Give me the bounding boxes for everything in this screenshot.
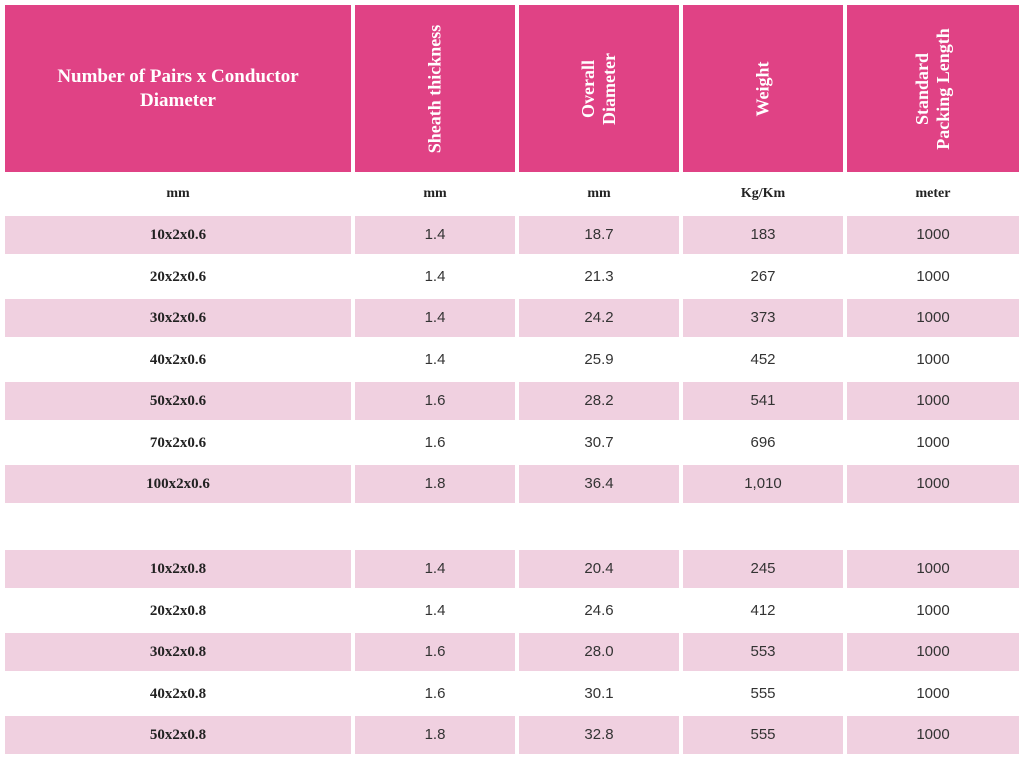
cell-pairs-diameter: 20x2x0.8 bbox=[149, 602, 207, 619]
cell-packing-length: 1000 bbox=[916, 601, 950, 619]
cell-sheath-thickness: 1.4 bbox=[355, 299, 515, 337]
cell-packing-length: 1000 bbox=[847, 465, 1019, 503]
header-standard-packing-length: Standard Packing Length bbox=[847, 5, 1019, 172]
cell-overall-diameter: 24.6 bbox=[584, 601, 614, 619]
cell-weight: 245 bbox=[683, 550, 843, 588]
cell-weight: 555 bbox=[750, 684, 776, 702]
cell-sheath-thickness: 1.4 bbox=[424, 601, 446, 619]
cell-packing-length: 1000 bbox=[847, 299, 1019, 337]
table-row: 10x2x0.6 1.4 18.7 183 1000 bbox=[0, 216, 1024, 254]
cell-packing-length: 1000 bbox=[847, 382, 1019, 420]
cell-weight: 267 bbox=[750, 267, 776, 285]
cell-weight: 1,010 bbox=[683, 465, 843, 503]
cell-packing-length: 1000 bbox=[916, 433, 950, 451]
cell-pairs-diameter: 50x2x0.6 bbox=[5, 382, 351, 420]
table-row: 70x2x0.6 1.6 30.7 696 1000 bbox=[0, 424, 1024, 462]
cell-packing-length: 1000 bbox=[916, 684, 950, 702]
header-text-line: Sheath thickness bbox=[424, 24, 445, 153]
table-row: 20x2x0.8 1.4 24.6 412 1000 bbox=[0, 592, 1024, 630]
header-text-line: Overall bbox=[578, 59, 598, 118]
cell-sheath-thickness: 1.6 bbox=[424, 684, 446, 702]
table-row: 40x2x0.6 1.4 25.9 452 1000 bbox=[0, 341, 1024, 379]
cell-pairs-diameter: 70x2x0.6 bbox=[149, 434, 207, 451]
cell-overall-diameter: 24.2 bbox=[519, 299, 679, 337]
cell-packing-length: 1000 bbox=[847, 216, 1019, 254]
cell-sheath-thickness: 1.4 bbox=[424, 350, 446, 368]
cell-sheath-thickness: 1.8 bbox=[355, 716, 515, 754]
table-row: 30x2x0.6 1.4 24.2 373 1000 bbox=[0, 299, 1024, 337]
cell-overall-diameter: 36.4 bbox=[519, 465, 679, 503]
table-row: 50x2x0.6 1.6 28.2 541 1000 bbox=[0, 382, 1024, 420]
unit-pairs-diameter: mm bbox=[166, 186, 190, 201]
cell-overall-diameter: 28.0 bbox=[519, 633, 679, 671]
cell-weight: 555 bbox=[683, 716, 843, 754]
table-row: 10x2x0.8 1.4 20.4 245 1000 bbox=[0, 550, 1024, 588]
cell-packing-length: 1000 bbox=[916, 267, 950, 285]
header-weight: Weight bbox=[683, 5, 843, 172]
unit-sheath-thickness: mm bbox=[423, 186, 447, 201]
cell-pairs-diameter: 40x2x0.8 bbox=[149, 685, 207, 702]
header-text-line: Standard bbox=[912, 52, 932, 125]
unit-weight: Kg/Km bbox=[740, 186, 786, 201]
header-sheath-thickness: Sheath thickness bbox=[355, 5, 515, 172]
table-row: 30x2x0.8 1.6 28.0 553 1000 bbox=[0, 633, 1024, 671]
cell-weight: 452 bbox=[750, 350, 776, 368]
header-overall-diameter: Overall Diameter bbox=[519, 5, 679, 172]
cell-packing-length: 1000 bbox=[847, 550, 1019, 588]
cell-packing-length: 1000 bbox=[916, 350, 950, 368]
cell-pairs-diameter: 20x2x0.6 bbox=[149, 268, 207, 285]
cell-sheath-thickness: 1.4 bbox=[355, 550, 515, 588]
table-row: 20x2x0.6 1.4 21.3 267 1000 bbox=[0, 258, 1024, 296]
cell-pairs-diameter: 40x2x0.6 bbox=[149, 351, 207, 368]
cell-weight: 183 bbox=[683, 216, 843, 254]
cell-pairs-diameter: 10x2x0.6 bbox=[5, 216, 351, 254]
cell-sheath-thickness: 1.6 bbox=[424, 433, 446, 451]
unit-packing-length: meter bbox=[915, 186, 951, 201]
cell-sheath-thickness: 1.4 bbox=[424, 267, 446, 285]
cell-overall-diameter: 25.9 bbox=[584, 350, 614, 368]
cell-packing-length: 1000 bbox=[847, 633, 1019, 671]
unit-overall-diameter: mm bbox=[587, 186, 611, 201]
header-text-line: Diameter bbox=[599, 52, 619, 125]
cell-weight: 553 bbox=[683, 633, 843, 671]
cell-weight: 373 bbox=[683, 299, 843, 337]
header-pairs-diameter: Number of Pairs x Conductor Diameter bbox=[5, 5, 351, 172]
cell-sheath-thickness: 1.8 bbox=[355, 465, 515, 503]
cell-sheath-thickness: 1.6 bbox=[355, 633, 515, 671]
cell-overall-diameter: 32.8 bbox=[519, 716, 679, 754]
cell-overall-diameter: 20.4 bbox=[519, 550, 679, 588]
cell-weight: 696 bbox=[750, 433, 776, 451]
cell-pairs-diameter: 30x2x0.8 bbox=[5, 633, 351, 671]
cell-sheath-thickness: 1.4 bbox=[355, 216, 515, 254]
cell-weight: 541 bbox=[683, 382, 843, 420]
header-text-line: Weight bbox=[752, 61, 773, 117]
cell-overall-diameter: 18.7 bbox=[519, 216, 679, 254]
cell-overall-diameter: 30.7 bbox=[584, 433, 614, 451]
cell-sheath-thickness: 1.6 bbox=[355, 382, 515, 420]
cell-pairs-diameter: 10x2x0.8 bbox=[5, 550, 351, 588]
table-row: 100x2x0.6 1.8 36.4 1,010 1000 bbox=[0, 465, 1024, 503]
cell-packing-length: 1000 bbox=[847, 716, 1019, 754]
cell-overall-diameter: 30.1 bbox=[584, 684, 614, 702]
cell-overall-diameter: 21.3 bbox=[584, 267, 614, 285]
cell-pairs-diameter: 30x2x0.6 bbox=[5, 299, 351, 337]
cell-pairs-diameter: 50x2x0.8 bbox=[5, 716, 351, 754]
table-row: 40x2x0.8 1.6 30.1 555 1000 bbox=[0, 675, 1024, 713]
cell-overall-diameter: 28.2 bbox=[519, 382, 679, 420]
cell-weight: 412 bbox=[750, 601, 776, 619]
cell-pairs-diameter: 100x2x0.6 bbox=[5, 465, 351, 503]
header-text-line: Packing Length bbox=[933, 27, 953, 150]
table-row: 50x2x0.8 1.8 32.8 555 1000 bbox=[0, 716, 1024, 754]
